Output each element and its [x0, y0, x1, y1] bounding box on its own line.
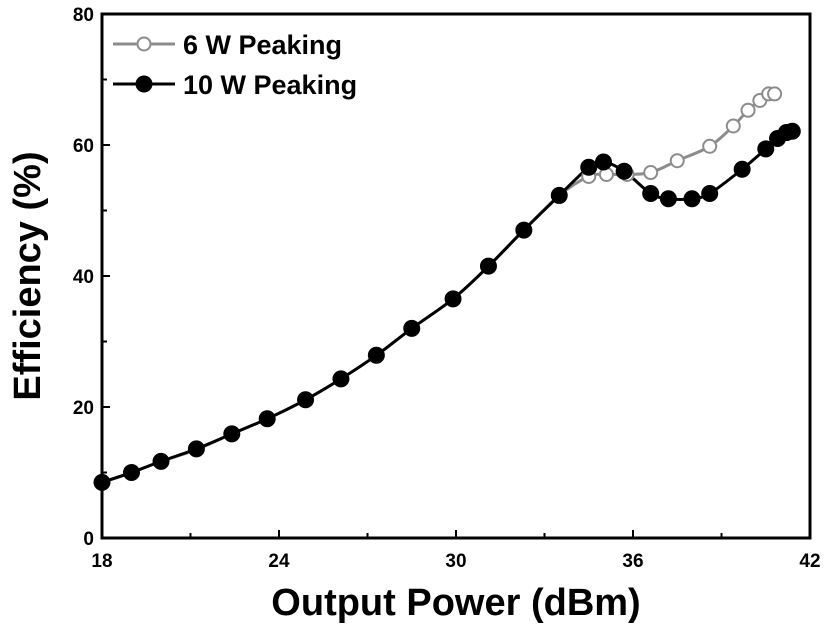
data-point-10-w-peaking: [258, 410, 276, 428]
data-point-10-w-peaking: [733, 160, 751, 178]
x-tick-label: 42: [799, 551, 820, 572]
data-point-10-w-peaking: [701, 184, 719, 202]
data-point-6-w-peaking: [725, 118, 741, 134]
legend-label-10-w-peaking: 10 W Peaking: [183, 70, 357, 100]
x-tick-label: 18: [91, 551, 112, 572]
data-point-10-w-peaking: [783, 122, 801, 140]
data-point-10-w-peaking: [403, 319, 421, 337]
series-line-10-w-peaking: [101, 129, 793, 484]
data-point-10-w-peaking: [580, 158, 598, 176]
y-tick-label: 60: [73, 136, 94, 157]
data-point-6-w-peaking: [740, 102, 756, 118]
series-markers: [93, 86, 801, 491]
y-axis-title: Efficiency (%): [7, 151, 49, 400]
data-point-6-w-peaking: [702, 138, 718, 154]
series-lines: [101, 91, 793, 484]
data-point-10-w-peaking: [595, 153, 612, 171]
legend: 6 W Peaking 10 W Peaking: [113, 30, 357, 100]
axis-ticks: [101, 13, 811, 539]
data-point-10-w-peaking: [550, 186, 568, 204]
data-point-10-w-peaking: [223, 425, 241, 443]
data-point-10-w-peaking: [659, 190, 677, 208]
data-point-10-w-peaking: [515, 221, 533, 239]
data-point-6-w-peaking: [767, 86, 783, 102]
data-point-10-w-peaking: [444, 290, 462, 308]
data-point-10-w-peaking: [187, 440, 205, 458]
legend-label-6-w-peaking: 6 W Peaking: [183, 30, 342, 60]
legend-marker-10-w-peaking: [135, 75, 153, 93]
x-tick-label: 36: [622, 551, 643, 572]
data-point-10-w-peaking: [757, 140, 775, 158]
data-point-6-w-peaking: [669, 153, 685, 169]
data-point-6-w-peaking: [643, 165, 659, 181]
tick-labels: 18 24 30 36 42 0 20 40 60 80: [73, 5, 821, 572]
data-point-10-w-peaking: [479, 257, 497, 275]
x-tick-label: 30: [445, 551, 466, 572]
data-point-10-w-peaking: [683, 190, 701, 208]
x-tick-label: 24: [268, 551, 290, 572]
y-tick-label: 40: [73, 267, 94, 288]
data-point-10-w-peaking: [367, 346, 385, 364]
data-point-10-w-peaking: [123, 464, 140, 481]
x-axis-title: Output Power (dBm): [271, 582, 640, 624]
data-point-10-w-peaking: [615, 162, 633, 180]
data-point-10-w-peaking: [332, 370, 350, 388]
series-line-6-w-peaking: [101, 91, 775, 484]
y-tick-label: 0: [83, 529, 94, 550]
y-tick-label: 20: [73, 398, 94, 419]
data-point-10-w-peaking: [642, 184, 660, 202]
y-tick-label: 80: [73, 5, 94, 26]
data-point-10-w-peaking: [297, 391, 315, 409]
legend-marker-6-w-peaking: [136, 36, 152, 52]
data-point-10-w-peaking: [152, 452, 170, 470]
